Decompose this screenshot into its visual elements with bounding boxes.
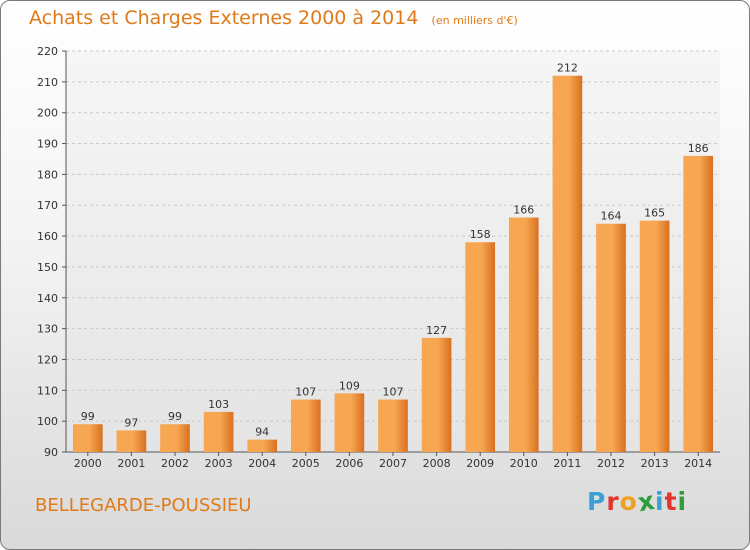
logo-letter: i — [677, 487, 688, 516]
bar-2010 — [508, 217, 539, 452]
y-tick-label: 130 — [37, 323, 58, 336]
data-label-2007: 107 — [383, 386, 404, 399]
y-tick-label: 120 — [37, 353, 58, 366]
bar-2007 — [378, 399, 408, 452]
data-label-2005: 107 — [295, 386, 316, 399]
x-tick-label-2010: 2010 — [510, 457, 538, 470]
data-label-2012: 164 — [601, 210, 622, 223]
bar-2011 — [552, 75, 583, 452]
bar-2012 — [596, 223, 626, 452]
logo-letter: P — [587, 487, 607, 516]
y-tick-label: 110 — [37, 384, 58, 397]
bar-2006 — [334, 393, 365, 452]
axes: 90 100 110 120 130 140 150 160 170 180 190 200 210 22… — [37, 45, 720, 470]
bar-2005 — [290, 399, 321, 452]
logo-letter: i — [655, 487, 665, 516]
x-tick-label-2009: 2009 — [466, 457, 494, 470]
y-tick-label: 190 — [37, 138, 58, 151]
y-tick-label: 170 — [37, 199, 58, 212]
x-tick-label-2012: 2012 — [597, 457, 625, 470]
bar-2003 — [203, 411, 234, 452]
y-tick-label: 150 — [37, 261, 58, 274]
bar-2009 — [465, 242, 496, 452]
data-label-2014: 186 — [688, 142, 709, 155]
y-tick-label: 180 — [37, 168, 58, 181]
commune-name: BELLEGARDE-POUSSIEU — [35, 495, 252, 516]
x-tick-label-2008: 2008 — [423, 457, 451, 470]
x-tick-label-2013: 2013 — [641, 457, 669, 470]
chart-subtitle: (en milliers d'€) — [431, 14, 518, 27]
y-tick-label: 220 — [37, 45, 58, 58]
bars — [72, 75, 714, 452]
chart-header: Achats et Charges Externes 2000 à 2014 (… — [29, 7, 518, 29]
bar-2002 — [160, 424, 190, 452]
bar-2001 — [116, 430, 147, 452]
x-tick-label-2007: 2007 — [379, 457, 407, 470]
x-tick-label-2006: 2006 — [335, 457, 363, 470]
data-label-2000: 99 — [81, 410, 95, 423]
bar-2004 — [247, 439, 278, 452]
logo-letter: o — [619, 487, 638, 516]
data-label-2013: 165 — [644, 207, 665, 220]
data-label-2002: 99 — [168, 410, 182, 423]
y-tick-label: 160 — [37, 230, 58, 243]
logo-letter: t — [664, 487, 678, 516]
y-tick-label: 90 — [44, 446, 58, 459]
logo-letter: r — [606, 487, 620, 516]
y-tick-label: 210 — [37, 76, 58, 89]
x-tick-label-2000: 2000 — [74, 457, 102, 470]
x-tick-label-2005: 2005 — [292, 457, 320, 470]
data-label-2004: 94 — [255, 426, 269, 439]
data-labels: 99 97 99 103 94 107 109 107 127 158 166 212 164 165 18… — [81, 62, 709, 439]
x-tick-label-2002: 2002 — [161, 457, 189, 470]
x-tick-label-2003: 2003 — [205, 457, 233, 470]
data-label-2011: 212 — [557, 62, 578, 75]
bar-2014 — [683, 155, 714, 452]
bar-2000 — [72, 424, 103, 452]
data-label-2003: 103 — [208, 398, 229, 411]
proxiti-logo: Proxiti — [587, 486, 688, 518]
x-tick-label-2001: 2001 — [117, 457, 145, 470]
x-tick-label-2004: 2004 — [248, 457, 276, 470]
chart-title: Achats et Charges Externes 2000 à 2014 — [29, 7, 419, 29]
data-label-2009: 158 — [470, 228, 491, 241]
data-label-2006: 109 — [339, 379, 360, 392]
bar-2013 — [639, 220, 670, 452]
x-tick-label-2014: 2014 — [684, 457, 712, 470]
data-label-2008: 127 — [426, 324, 447, 337]
y-tick-label: 140 — [37, 292, 58, 305]
data-label-2010: 166 — [513, 204, 534, 217]
y-tick-label: 100 — [37, 415, 58, 428]
data-label-2001: 97 — [124, 416, 138, 429]
y-tick-label: 200 — [37, 107, 58, 120]
x-tick-label-2011: 2011 — [553, 457, 581, 470]
bar-2008 — [421, 337, 452, 452]
